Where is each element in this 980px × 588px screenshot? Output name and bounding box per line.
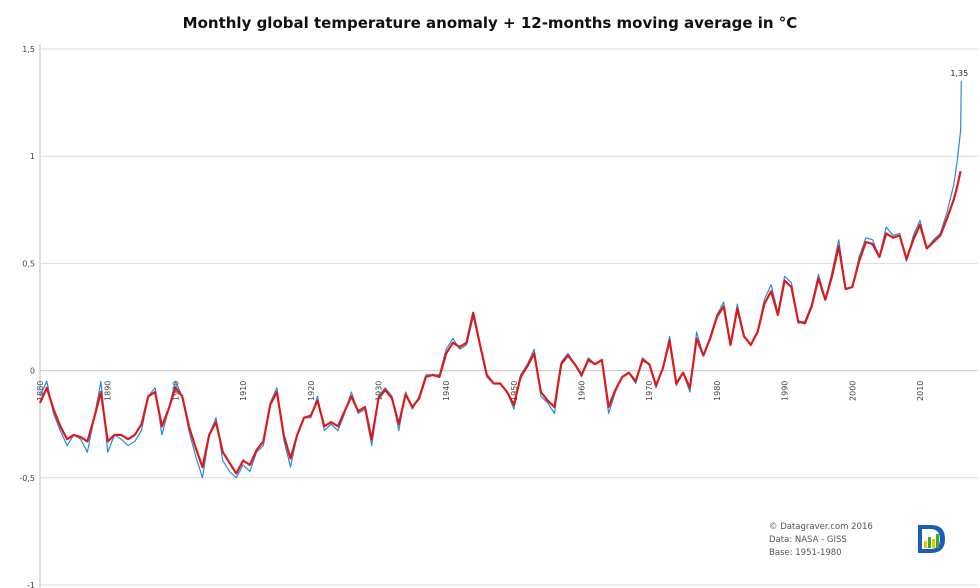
x-tick-label: 1940 [442, 381, 451, 401]
x-tick-label: 1990 [781, 381, 790, 401]
y-tick-label: 1 [30, 152, 35, 161]
y-tick-label: -0,5 [19, 474, 35, 483]
y-tick-label: 1,5 [22, 45, 35, 54]
x-tick-label: 1880 [36, 381, 45, 401]
y-tick-label: 0,5 [22, 259, 35, 268]
credit-base-period: Base: 1951-1980 [769, 548, 842, 558]
grid-layer [40, 48, 978, 586]
y-tick-labels: 1,5 1 0,5 0 -0,5 -1 [19, 45, 35, 588]
x-tick-label: 1980 [713, 381, 722, 401]
y-tick-label: -1 [27, 581, 35, 588]
x-tick-label: 1960 [578, 381, 587, 401]
credits-block: © Datagraver.com 2016 Data: NASA - GISS … [769, 522, 873, 558]
latest-value-annotation: 1,35 [950, 69, 968, 78]
credit-copyright: © Datagraver.com 2016 [769, 522, 873, 532]
credit-data-source: Data: NASA - GISS [769, 535, 847, 545]
x-tick-label: 2010 [916, 381, 925, 401]
x-tick-label: 1890 [104, 381, 113, 401]
x-tick-label: 2000 [848, 381, 857, 401]
x-tick-label: 1910 [239, 381, 248, 401]
y-tick-label: 0 [30, 367, 35, 376]
chart-title: Monthly global temperature anomaly + 12-… [183, 14, 798, 32]
moving-average-line [38, 170, 962, 475]
x-tick-label: 1900 [171, 381, 180, 401]
x-tick-label: 1930 [374, 381, 383, 401]
x-tick-label: 1950 [510, 381, 519, 401]
x-tick-label: 1920 [307, 381, 316, 401]
series-layer [38, 81, 962, 479]
x-tick-labels: 1880 1890 1900 1910 1920 1930 1940 1950 1960 1970… [36, 381, 925, 401]
monthly-anomaly-line [39, 81, 962, 479]
datagraver-logo-icon [918, 525, 945, 553]
x-tick-label: 1970 [645, 381, 654, 401]
